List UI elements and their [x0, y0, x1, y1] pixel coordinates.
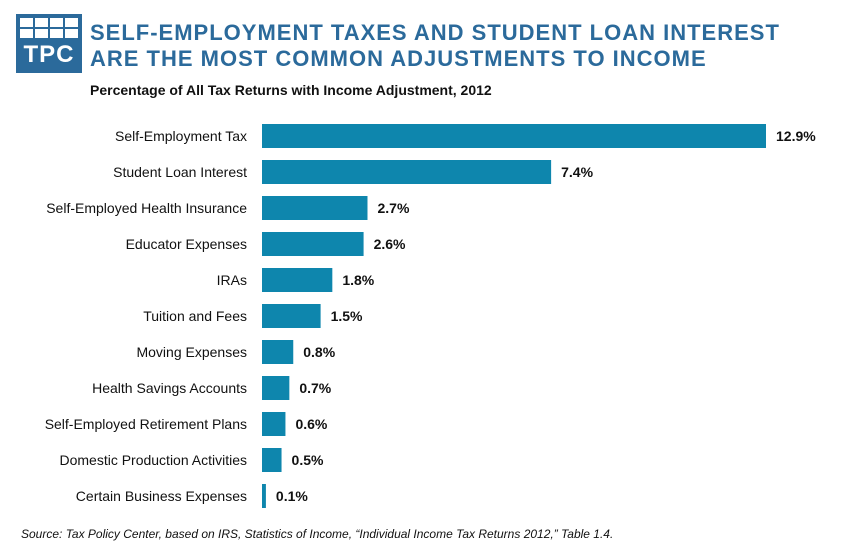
tpc-logo: TPC — [16, 14, 82, 73]
title-line-1: SELF-EMPLOYMENT TAXES AND STUDENT LOAN I… — [90, 20, 780, 45]
bar — [262, 232, 364, 256]
category-label: Self-Employment Tax — [115, 128, 247, 144]
category-label: Domestic Production Activities — [59, 452, 247, 468]
title-line-2: ARE THE MOST COMMON ADJUSTMENTS TO INCOM… — [90, 46, 707, 71]
data-label: 2.7% — [377, 200, 409, 216]
source-note: Source: Tax Policy Center, based on IRS,… — [21, 527, 614, 541]
category-label: Self-Employed Retirement Plans — [45, 416, 247, 432]
bar — [262, 340, 294, 364]
bar — [262, 196, 368, 220]
data-label: 0.8% — [303, 344, 335, 360]
data-label: 0.6% — [295, 416, 327, 432]
data-label: 1.8% — [342, 272, 374, 288]
bar — [262, 268, 333, 292]
category-label: Educator Expenses — [126, 236, 247, 252]
data-label: 7.4% — [561, 164, 593, 180]
category-label: Health Savings Accounts — [92, 380, 247, 396]
data-label: 0.5% — [292, 452, 324, 468]
bar — [262, 304, 321, 328]
logo-text: TPC — [23, 41, 75, 68]
bar — [262, 124, 766, 148]
category-label: IRAs — [217, 272, 247, 288]
chart-subtitle: Percentage of All Tax Returns with Incom… — [90, 82, 492, 98]
page-title: SELF-EMPLOYMENT TAXES AND STUDENT LOAN I… — [90, 20, 840, 72]
bar — [262, 448, 282, 472]
bar — [262, 412, 286, 436]
data-label: 0.7% — [299, 380, 331, 396]
category-label: Moving Expenses — [136, 344, 247, 360]
data-label: 2.6% — [374, 236, 406, 252]
category-label: Student Loan Interest — [113, 164, 247, 180]
category-label: Self-Employed Health Insurance — [46, 200, 247, 216]
bar-chart: Self-Employment Tax 12.9% Student Loan Int… — [45, 124, 816, 508]
bar — [262, 160, 552, 184]
bar — [262, 484, 266, 508]
data-label: 1.5% — [331, 308, 363, 324]
logo-grid-icon — [19, 17, 79, 39]
data-label: 12.9% — [776, 128, 816, 144]
data-label: 0.1% — [276, 488, 308, 504]
bar — [262, 376, 290, 400]
category-label: Tuition and Fees — [143, 308, 247, 324]
category-label: Certain Business Expenses — [76, 488, 247, 504]
